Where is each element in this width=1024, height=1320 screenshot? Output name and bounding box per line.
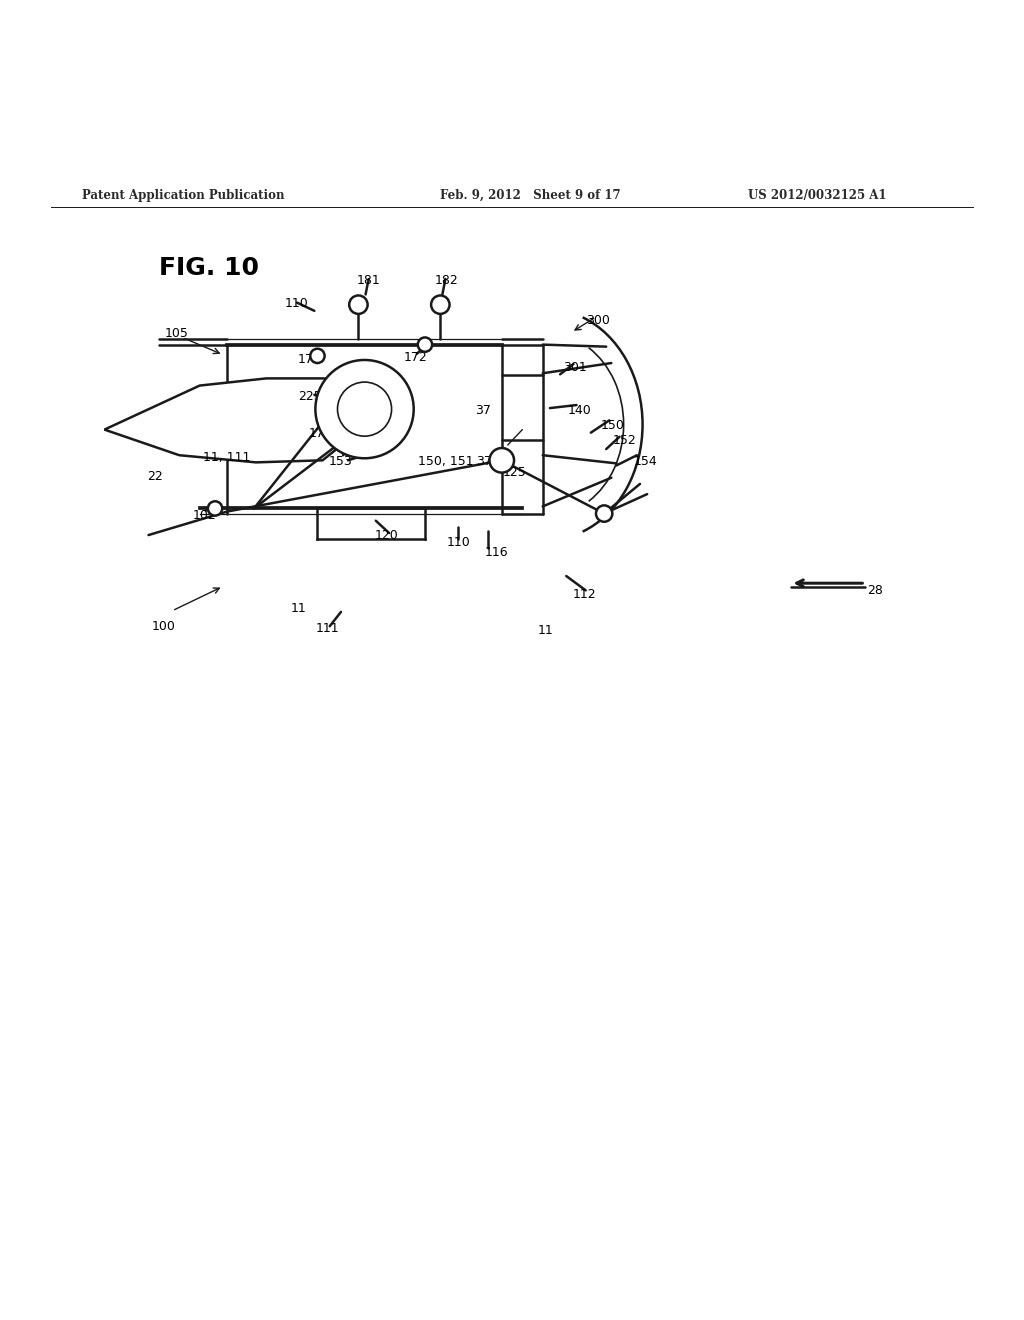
Text: 301: 301 (563, 360, 587, 374)
Text: 153: 153 (329, 455, 352, 467)
Circle shape (310, 348, 325, 363)
Text: 225: 225 (298, 391, 322, 404)
Text: FIG. 10: FIG. 10 (159, 256, 259, 280)
Text: 150: 150 (601, 418, 625, 432)
Text: 125: 125 (503, 466, 526, 479)
Text: 120: 120 (375, 528, 398, 541)
Circle shape (596, 506, 612, 521)
Text: 11, 111: 11, 111 (203, 450, 250, 463)
Text: 181: 181 (356, 273, 380, 286)
Polygon shape (104, 379, 374, 462)
Circle shape (431, 296, 450, 314)
Text: 28: 28 (867, 583, 884, 597)
Text: 11: 11 (538, 624, 553, 636)
Circle shape (208, 502, 222, 516)
Text: 11: 11 (291, 602, 306, 615)
Text: 300: 300 (586, 314, 609, 326)
Text: 140: 140 (567, 404, 591, 417)
Text: Patent Application Publication: Patent Application Publication (82, 189, 285, 202)
Text: 116: 116 (484, 546, 508, 558)
Text: 37: 37 (476, 455, 493, 467)
Circle shape (338, 381, 391, 436)
Text: US 2012/0032125 A1: US 2012/0032125 A1 (748, 189, 886, 202)
Text: 37: 37 (475, 404, 492, 417)
Text: 154: 154 (634, 455, 657, 467)
Text: 152: 152 (612, 434, 636, 447)
Text: 150, 151: 150, 151 (418, 455, 473, 467)
Text: 105: 105 (165, 327, 188, 339)
Text: 111: 111 (315, 622, 339, 635)
Text: 102: 102 (193, 510, 216, 523)
Text: 173: 173 (298, 354, 322, 367)
Circle shape (315, 360, 414, 458)
Text: 171: 171 (308, 428, 332, 440)
Text: 110: 110 (446, 536, 470, 549)
Text: Feb. 9, 2012   Sheet 9 of 17: Feb. 9, 2012 Sheet 9 of 17 (440, 189, 621, 202)
Circle shape (489, 447, 514, 473)
Text: 172: 172 (403, 351, 427, 364)
Circle shape (349, 296, 368, 314)
Circle shape (418, 338, 432, 351)
Text: 112: 112 (572, 587, 596, 601)
Text: 182: 182 (434, 273, 458, 286)
Text: 110: 110 (285, 297, 308, 310)
Text: 22: 22 (147, 470, 163, 483)
Text: 100: 100 (152, 619, 175, 632)
